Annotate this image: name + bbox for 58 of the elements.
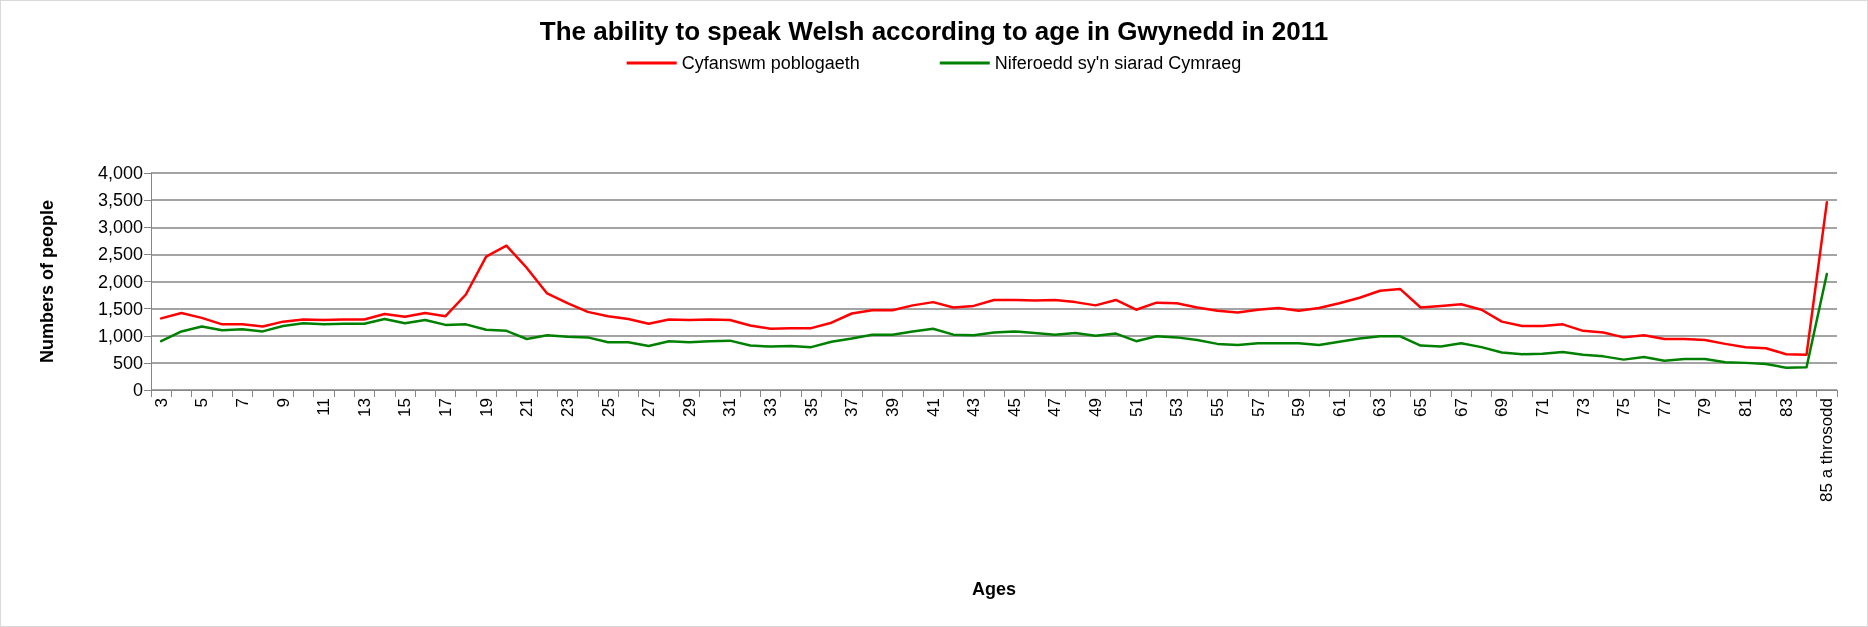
chart-title: The ability to speak Welsh according to age in Gwynedd in 2011 xyxy=(539,16,1329,46)
line-series xyxy=(159,201,1829,356)
y-tick-label: 1,000 xyxy=(97,325,143,346)
x-tick-label: 57 xyxy=(1248,398,1268,417)
y-tick-label: 1,500 xyxy=(97,298,143,319)
x-tick-label: 41 xyxy=(923,398,943,417)
x-tick-label: 69 xyxy=(1492,398,1512,417)
x-tick-label: 65 xyxy=(1411,398,1431,417)
x-tick-label: 53 xyxy=(1167,398,1187,417)
x-tick-label: 31 xyxy=(720,398,740,417)
x-tick-label: 3 xyxy=(151,398,171,408)
x-tick-label: 37 xyxy=(842,398,862,417)
x-tick-label: 25 xyxy=(598,398,618,417)
y-tick-label: 2,000 xyxy=(97,271,143,292)
legend-label: Cyfanswm poblogaeth xyxy=(681,53,860,73)
x-tick-label: 9 xyxy=(273,398,293,408)
y-tick-label: 4,000 xyxy=(97,163,143,183)
x-tick-label: 81 xyxy=(1736,398,1756,417)
x-tick-label: 17 xyxy=(436,398,456,417)
y-tick-label: 500 xyxy=(112,352,143,373)
x-tick-label: 47 xyxy=(1045,398,1065,417)
x-tick-label: 75 xyxy=(1614,398,1634,417)
x-axis-title: Ages xyxy=(971,579,1017,599)
x-tick-label: 45 xyxy=(1004,398,1024,417)
x-tick-label: 55 xyxy=(1207,398,1227,417)
y-tick-label: 2,500 xyxy=(97,244,143,265)
x-tick-label: 67 xyxy=(1451,398,1471,417)
x-tick-label: 23 xyxy=(557,398,577,417)
x-tick-label: 71 xyxy=(1532,398,1552,417)
x-tick-label: 7 xyxy=(232,398,252,408)
x-tick-label: 59 xyxy=(1289,398,1309,417)
x-tick-label: 61 xyxy=(1329,398,1349,417)
x-tick-label: 85 a throsodd xyxy=(1817,398,1837,502)
y-tick-label: 3,000 xyxy=(97,217,143,238)
x-tick-label: 83 xyxy=(1776,398,1796,417)
x-tick-label: 19 xyxy=(476,398,496,417)
x-tick-label: 11 xyxy=(314,398,334,416)
x-tick-label: 35 xyxy=(801,398,821,417)
x-tick-label: 39 xyxy=(882,398,902,417)
x-tick-label: 49 xyxy=(1086,398,1106,417)
x-tick-label: 13 xyxy=(354,398,374,417)
x-tick-label: 77 xyxy=(1654,398,1674,417)
x-tick-label: 29 xyxy=(679,398,699,417)
x-tick-label: 33 xyxy=(761,398,781,417)
x-tick-label: 43 xyxy=(964,398,984,417)
legend-label: Niferoedd sy'n siarad Cymraeg xyxy=(994,53,1242,73)
y-tick-label: 0 xyxy=(132,380,143,400)
line-series xyxy=(159,272,1829,370)
x-tick-label: 73 xyxy=(1573,398,1593,417)
y-tick-label: 3,500 xyxy=(97,190,143,211)
x-tick-label: 27 xyxy=(639,398,659,417)
x-tick-label: 5 xyxy=(192,398,212,408)
x-tick-label: 15 xyxy=(395,398,415,417)
x-tick-label: 51 xyxy=(1126,398,1146,417)
x-tick-label: 79 xyxy=(1695,398,1715,417)
y-axis-title: Numbers of people xyxy=(37,199,57,364)
x-tick-label: 21 xyxy=(517,398,537,417)
x-tick-label: 63 xyxy=(1370,398,1390,417)
